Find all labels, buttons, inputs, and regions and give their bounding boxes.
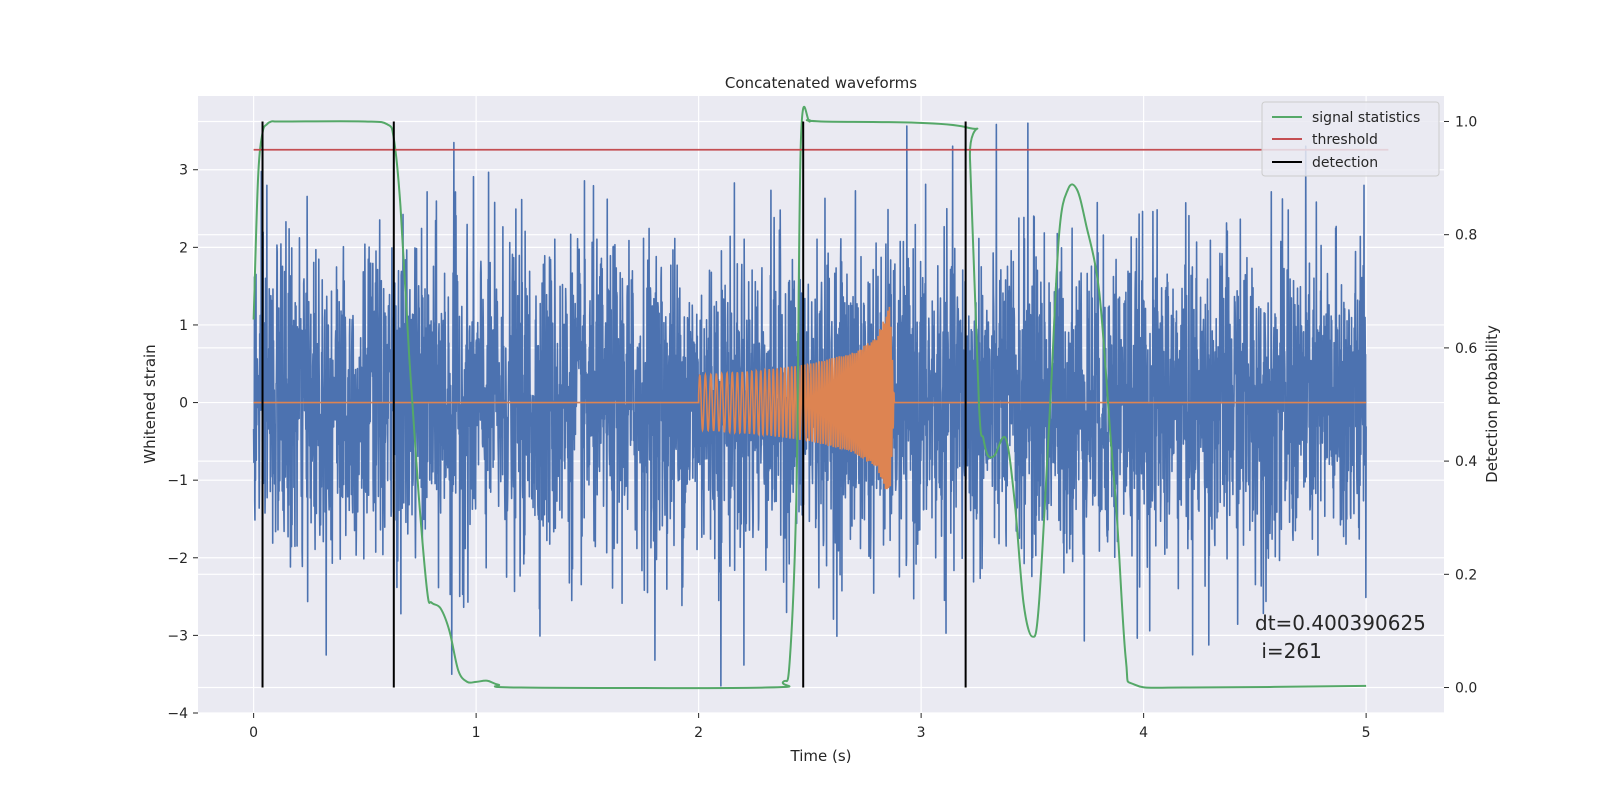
annotation-i: i=261 bbox=[1255, 639, 1322, 663]
legend-label-detection: detection bbox=[1312, 155, 1378, 171]
legend-label-threshold: threshold bbox=[1312, 132, 1378, 148]
y-right-tick-label: 0.0 bbox=[1455, 681, 1477, 697]
x-tick-label: 3 bbox=[917, 725, 926, 741]
y-right-tick-label: 0.2 bbox=[1455, 567, 1477, 583]
x-tick-label: 2 bbox=[694, 725, 703, 741]
y-left-tick-label: −4 bbox=[167, 706, 188, 722]
y-left-tick-label: 3 bbox=[179, 163, 188, 179]
x-tick-label: 4 bbox=[1139, 725, 1148, 741]
y-left-tick-label: −2 bbox=[167, 551, 188, 567]
x-tick-label: 0 bbox=[249, 725, 258, 741]
chart-title: Concatenated waveforms bbox=[725, 74, 917, 92]
signal-statistics-line bbox=[252, 105, 1367, 690]
annotation-dt: dt=0.400390625 bbox=[1255, 611, 1426, 635]
y-left-tick-label: −3 bbox=[167, 628, 188, 644]
x-axis-label: Time (s) bbox=[790, 747, 852, 765]
y-right-tick-label: 1.0 bbox=[1455, 114, 1477, 130]
y-axis-right-label: Detection probability bbox=[1483, 325, 1501, 483]
legend-label-signal-statistics: signal statistics bbox=[1312, 110, 1420, 126]
y-axis-left-label: Whitened strain bbox=[141, 344, 159, 463]
x-tick-label: 1 bbox=[472, 725, 481, 741]
y-left-tick-label: −1 bbox=[167, 473, 188, 489]
axes: 0 1 2 3 4 5 −4 −3 −2 −1 0 1 2 3 0.0 0.2 0.4 0.6 0.8 1.0 bbox=[167, 114, 1477, 741]
y-right-tick-label: 0.8 bbox=[1455, 228, 1477, 244]
y-left-tick-label: 2 bbox=[179, 240, 188, 256]
x-tick-label: 5 bbox=[1362, 725, 1371, 741]
legend: signal statistics threshold detection bbox=[1261, 101, 1440, 177]
y-right-tick-label: 0.4 bbox=[1455, 454, 1477, 470]
y-left-tick-label: 0 bbox=[179, 396, 188, 412]
legend-box bbox=[1261, 101, 1440, 177]
series-layer bbox=[252, 105, 1389, 690]
y-left-tick-label: 1 bbox=[179, 318, 188, 334]
y-right-tick-label: 0.6 bbox=[1455, 341, 1477, 357]
